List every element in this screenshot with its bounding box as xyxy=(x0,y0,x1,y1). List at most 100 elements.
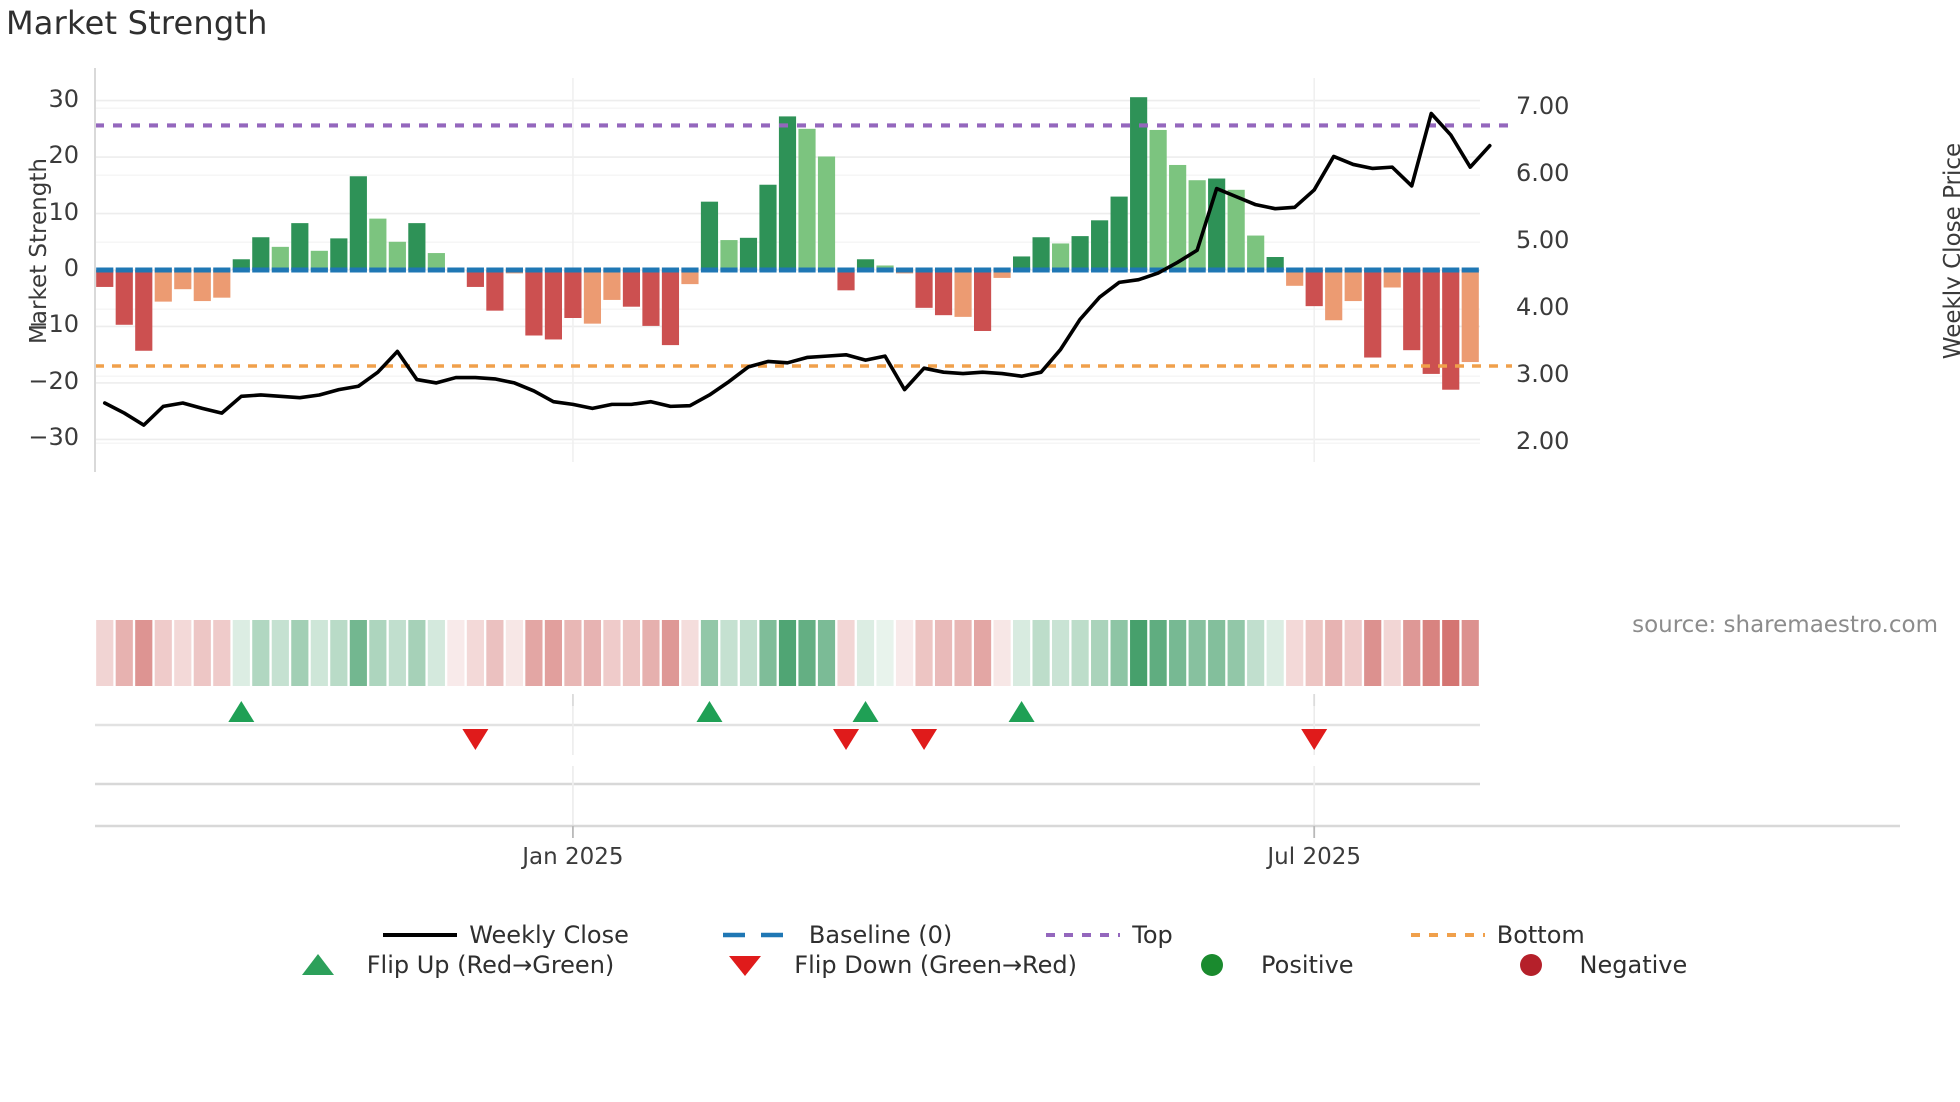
y-tick-right: 5.00 xyxy=(1516,226,1570,255)
heat-cell xyxy=(1091,620,1109,686)
y-tick-left: −20 xyxy=(28,366,79,395)
heat-cell xyxy=(232,620,250,686)
chart-legend: Weekly Close Baseline (0) Top Bottom Flip U… xyxy=(0,920,1960,980)
legend-item[interactable]: Flip Up (Red→Green) xyxy=(273,950,615,980)
bar xyxy=(1052,243,1070,270)
bar xyxy=(135,270,153,351)
legend-item[interactable]: Negative xyxy=(1486,950,1688,980)
bar xyxy=(583,270,602,324)
heat-cell xyxy=(1149,620,1167,686)
legend-glyph xyxy=(273,950,363,980)
legend-glyph xyxy=(1486,950,1576,980)
heat-cell xyxy=(759,620,777,686)
dashed-line-icon xyxy=(722,932,797,938)
legend-item[interactable]: Top xyxy=(1038,920,1173,950)
legend-label: Negative xyxy=(1579,951,1688,979)
heat-cell xyxy=(135,620,153,686)
bar xyxy=(213,270,231,298)
bar xyxy=(778,116,797,271)
axis-frame xyxy=(94,68,1900,838)
bar xyxy=(96,270,114,287)
flip-down-marker xyxy=(833,729,860,750)
heat-cell xyxy=(369,620,387,686)
y-tick-left: 10 xyxy=(48,197,79,226)
bar xyxy=(1266,257,1284,270)
legend-item[interactable]: Flip Down (Green→Red) xyxy=(700,950,1077,980)
bar xyxy=(349,176,367,270)
heat-cell xyxy=(252,620,270,686)
bar xyxy=(1305,270,1323,307)
bar xyxy=(1227,189,1245,270)
heat-cell xyxy=(505,620,523,686)
legend-glyph xyxy=(715,920,805,950)
flip-markers xyxy=(95,695,1480,755)
heat-cell xyxy=(934,620,953,686)
bar xyxy=(1461,270,1479,363)
bar xyxy=(759,184,777,270)
bar xyxy=(661,270,680,346)
flip-down-marker xyxy=(462,729,489,750)
bar xyxy=(408,223,426,270)
solid-line-icon xyxy=(383,933,458,937)
y-tick-left: −30 xyxy=(28,423,79,452)
heat-cell xyxy=(525,620,543,686)
heat-cell xyxy=(1208,620,1226,686)
legend-label: Positive xyxy=(1261,951,1354,979)
heat-cell xyxy=(661,620,680,686)
bar xyxy=(388,241,406,270)
heat-cell xyxy=(1422,620,1440,686)
source-note: source: sharemaestro.com xyxy=(1632,612,1938,638)
heat-cell xyxy=(876,620,894,686)
page-title: Market Strength xyxy=(6,4,268,42)
dotted-line-icon xyxy=(1046,933,1121,937)
heat-cell xyxy=(1403,620,1421,686)
bar xyxy=(154,270,172,302)
bar xyxy=(1071,236,1089,270)
flip-down-marker xyxy=(1301,729,1328,750)
heat-cell xyxy=(310,620,328,686)
circle-icon xyxy=(1519,954,1542,976)
y-tick-right: 7.00 xyxy=(1516,92,1570,121)
heat-cell xyxy=(1364,620,1382,686)
heat-cell xyxy=(798,620,816,686)
bar xyxy=(427,253,445,270)
legend-label: Weekly Close xyxy=(469,921,629,949)
legend-item[interactable]: Baseline (0) xyxy=(715,920,952,950)
bar xyxy=(954,270,972,317)
heat-cell xyxy=(1442,620,1460,686)
bar xyxy=(1188,180,1206,270)
legend-row-markers: Flip Up (Red→Green) Flip Down (Green→Red)… xyxy=(0,950,1960,980)
legend-item[interactable]: Weekly Close xyxy=(375,920,629,950)
bar xyxy=(1032,237,1050,270)
y-tick-right: 3.00 xyxy=(1516,360,1570,389)
y-tick-left: 30 xyxy=(48,84,79,113)
heat-cell xyxy=(349,620,367,686)
heat-cell xyxy=(115,620,133,686)
legend-item[interactable]: Positive xyxy=(1167,950,1354,980)
heat-cell xyxy=(837,620,855,686)
bar xyxy=(330,238,348,270)
legend-item[interactable]: Bottom xyxy=(1403,920,1585,950)
bar xyxy=(1286,270,1304,286)
x-tick-label: Jan 2025 xyxy=(522,844,624,870)
heat-cell xyxy=(466,620,484,686)
weekly-close-path xyxy=(102,111,1492,427)
heat-cell xyxy=(1013,620,1031,686)
legend-label: Flip Up (Red→Green) xyxy=(366,951,615,979)
y-tick-right: 4.00 xyxy=(1516,293,1570,322)
heat-cell xyxy=(778,620,797,686)
flip-up-marker xyxy=(1008,701,1035,722)
bar xyxy=(525,270,543,336)
bar xyxy=(642,270,660,326)
heat-cell xyxy=(96,620,114,686)
legend-label: Baseline (0) xyxy=(808,921,953,949)
heat-cell xyxy=(1052,620,1070,686)
triangle-up-icon xyxy=(301,954,334,975)
heat-cell xyxy=(1169,620,1187,686)
heat-cell xyxy=(1325,620,1343,686)
bar xyxy=(720,240,738,270)
heat-cell xyxy=(973,620,992,686)
bar xyxy=(1403,270,1421,351)
heat-cell xyxy=(856,620,875,686)
